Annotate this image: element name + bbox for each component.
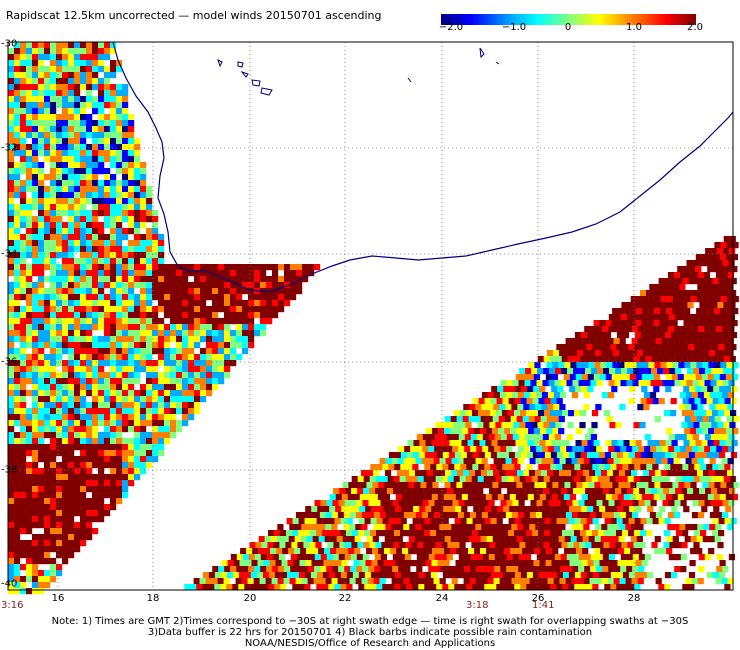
- lon-label: 22: [338, 593, 352, 604]
- swath-time-label: 3:16: [1, 600, 24, 611]
- islands: [217, 47, 500, 96]
- coastline: [112, 41, 734, 293]
- footnote-line-1: Note: 1) Times are GMT 2)Times correspon…: [51, 616, 689, 627]
- colorbar-tick: −2.0: [438, 22, 464, 33]
- swath-time-label: 1:41: [532, 600, 555, 611]
- lon-label: 16: [51, 593, 65, 604]
- colorbar-tick: 0: [564, 22, 572, 33]
- footnote-line-3: NOAA/NESDIS/Office of Research and Appli…: [244, 638, 496, 649]
- colorbar-tick: 2.0: [687, 22, 703, 33]
- colorbar-gradient: [441, 14, 696, 25]
- colorbar-tick: 1.0: [626, 22, 642, 33]
- chart-title: Rapidscat 12.5km uncorrected — model win…: [6, 9, 382, 22]
- lat-label: -30: [1, 38, 18, 50]
- lat-label: -36: [1, 356, 18, 368]
- lon-label: 26: [531, 593, 545, 604]
- lat-lon-grid: [8, 42, 733, 590]
- lon-label: 28: [627, 593, 641, 604]
- map-frame: [7, 41, 734, 591]
- colorbar-tick: −1.0: [501, 22, 527, 33]
- lat-label: -32: [1, 142, 18, 154]
- lat-label: -34: [1, 248, 18, 260]
- lon-label: 18: [146, 593, 160, 604]
- lat-label: -38: [1, 464, 18, 476]
- swath-time-label: 3:18: [466, 600, 489, 611]
- lon-label: 20: [243, 593, 257, 604]
- colorbar: [441, 10, 696, 25]
- lat-label: -40: [1, 578, 18, 590]
- wind-difference-pixels: [8, 42, 739, 595]
- lon-label: 24: [435, 593, 449, 604]
- footnote-line-2: 3)Data buffer is 22 hrs for 20150701 4) …: [147, 627, 593, 638]
